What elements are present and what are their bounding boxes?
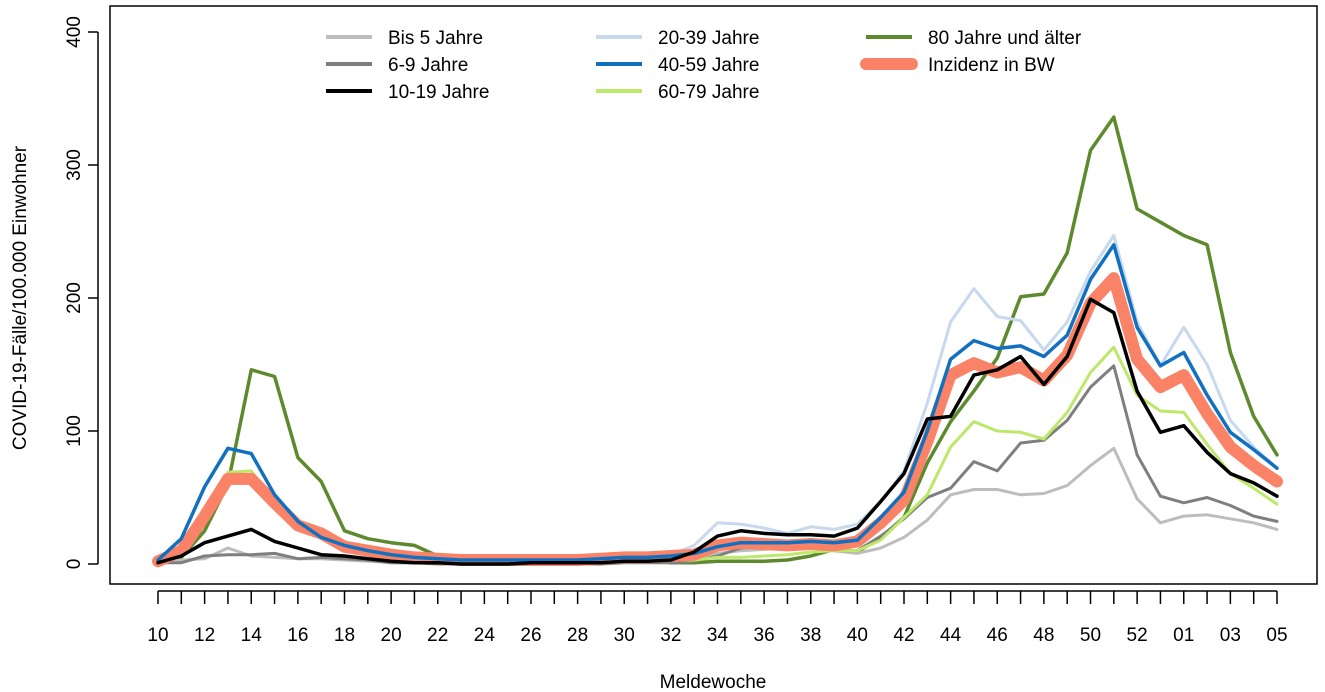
x-tick-label: 12 [194, 625, 215, 646]
legend-label: 10-19 Jahre [388, 82, 489, 103]
y-axis: 0 100 200 300 400 [64, 16, 99, 570]
x-tick-label: 36 [754, 625, 775, 646]
x-tick-label: 28 [567, 625, 588, 646]
x-tick-label: 42 [893, 625, 914, 646]
series-line-80-jahre-und-lter [156, 115, 1279, 565]
y-tick-label: 300 [64, 149, 85, 181]
x-tick-label: 16 [287, 625, 308, 646]
x-tick-label: 03 [1220, 625, 1241, 646]
x-tick-label: 52 [1127, 625, 1148, 646]
legend-label: 40-59 Jahre [658, 55, 759, 76]
y-tick-label: 0 [64, 559, 85, 570]
x-tick-label: 14 [241, 625, 263, 646]
x-axis-label: Meldewoche [660, 672, 767, 692]
x-tick-label: 05 [1266, 625, 1287, 646]
series-line-10-19-jahre [156, 297, 1279, 566]
series-line-inzidenz-in-bw [152, 272, 1283, 568]
y-tick-label: 100 [64, 415, 85, 447]
x-tick-label: 10 [147, 625, 168, 646]
x-tick-label: 40 [847, 625, 868, 646]
x-tick-label: 30 [614, 625, 635, 646]
x-tick-label: 46 [987, 625, 1008, 646]
legend-label: 60-79 Jahre [658, 82, 759, 103]
x-tick-label: 24 [474, 625, 496, 646]
legend-label: 20-39 Jahre [658, 28, 759, 49]
legend-label: Inzidenz in BW [928, 55, 1055, 76]
x-tick-label: 38 [800, 625, 821, 646]
x-tick-label: 34 [707, 625, 729, 646]
x-tick-label: 50 [1080, 625, 1101, 646]
legend-label: 80 Jahre und älter [928, 28, 1082, 49]
x-axis: 10 12 14 16 18 20 22 24 26 28 30 32 34 36 38 40 42 44 46 48… [147, 590, 1288, 646]
x-tick-label: 32 [660, 625, 681, 646]
legend-label: 6-9 Jahre [388, 55, 468, 76]
series-layer [152, 115, 1283, 568]
x-tick-label: 22 [427, 625, 448, 646]
x-tick-label: 44 [940, 625, 962, 646]
y-axis-label: COVID-19-Fälle/100.000 Einwohner [10, 145, 31, 450]
series-line-40-59-jahre [156, 243, 1279, 562]
x-tick-label: 18 [334, 625, 355, 646]
x-tick-label: 20 [381, 625, 402, 646]
x-tick-label: 48 [1033, 625, 1054, 646]
plot-frame [109, 5, 1318, 585]
x-tick-label: 01 [1173, 625, 1194, 646]
legend-label: Bis 5 Jahre [388, 28, 483, 49]
y-tick-label: 400 [64, 16, 85, 48]
legend: Bis 5 Jahre 6-9 Jahre 10-19 Jahre 20-39 Jah… [326, 28, 1082, 103]
y-tick-label: 200 [64, 282, 85, 314]
x-tick-label: 26 [520, 625, 541, 646]
